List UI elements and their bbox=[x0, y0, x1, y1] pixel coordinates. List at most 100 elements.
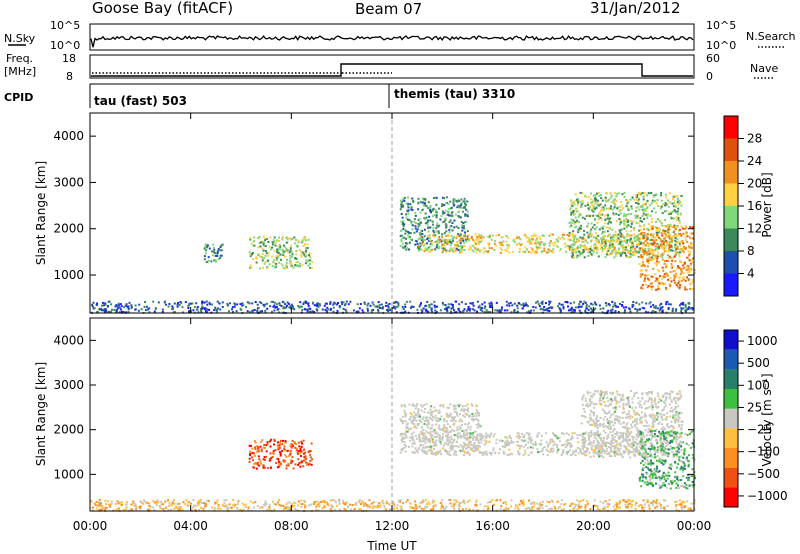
range-cell bbox=[622, 426, 625, 429]
range-cell bbox=[465, 220, 468, 223]
range-cell bbox=[107, 310, 110, 313]
range-cell bbox=[144, 309, 147, 312]
range-cell bbox=[631, 240, 634, 243]
range-cell bbox=[591, 209, 594, 212]
range-cell bbox=[607, 303, 610, 305]
range-cell bbox=[445, 196, 448, 199]
range-cell bbox=[458, 206, 461, 209]
range-cell bbox=[614, 230, 617, 233]
range-cell bbox=[460, 247, 463, 250]
range-cell bbox=[400, 420, 403, 423]
range-cell bbox=[615, 433, 618, 436]
range-cell bbox=[673, 199, 676, 202]
range-cell bbox=[459, 444, 462, 447]
range-cell bbox=[414, 227, 417, 230]
range-cell bbox=[452, 199, 455, 202]
range-cell bbox=[422, 238, 425, 241]
range-cell bbox=[466, 215, 469, 218]
range-cell bbox=[673, 420, 676, 423]
range-cell bbox=[233, 302, 236, 305]
range-cell bbox=[635, 420, 638, 423]
range-cell bbox=[613, 449, 616, 452]
range-cell bbox=[424, 212, 427, 215]
range-cell bbox=[414, 416, 417, 419]
range-cell bbox=[605, 207, 608, 210]
range-cell bbox=[452, 250, 455, 253]
range-cell bbox=[665, 259, 668, 262]
range-cell bbox=[418, 438, 421, 441]
range-cell bbox=[625, 199, 628, 201]
range-cell bbox=[636, 308, 639, 311]
range-cell bbox=[479, 435, 482, 438]
range-cell bbox=[284, 255, 287, 258]
range-cell bbox=[552, 447, 555, 450]
range-cell bbox=[240, 308, 243, 311]
range-cell bbox=[644, 239, 647, 242]
range-cell bbox=[403, 403, 406, 406]
range-cell bbox=[655, 228, 658, 231]
range-cell bbox=[402, 227, 405, 230]
range-cell bbox=[428, 304, 431, 306]
range-cell bbox=[278, 236, 280, 239]
range-cell bbox=[593, 194, 595, 197]
range-cell bbox=[572, 233, 575, 236]
range-cell bbox=[405, 216, 408, 219]
range-cell bbox=[614, 310, 617, 312]
range-cell bbox=[674, 239, 677, 242]
range-cell bbox=[418, 218, 421, 220]
range-cell bbox=[422, 437, 425, 440]
range-cell bbox=[653, 306, 656, 309]
range-cell bbox=[602, 208, 605, 211]
range-cell bbox=[444, 448, 447, 451]
range-cell bbox=[684, 288, 687, 291]
range-cell bbox=[636, 198, 639, 201]
range-cell bbox=[277, 245, 280, 248]
range-cell bbox=[435, 423, 438, 426]
range-cell bbox=[385, 301, 388, 304]
range-cell bbox=[300, 461, 303, 464]
range-cell bbox=[92, 301, 95, 304]
range-cell bbox=[484, 250, 487, 253]
range-cell bbox=[213, 259, 216, 262]
range-cell bbox=[680, 234, 683, 237]
range-cell bbox=[402, 246, 405, 249]
range-cell bbox=[674, 233, 677, 236]
range-cell bbox=[642, 434, 645, 437]
range-cell bbox=[290, 265, 293, 268]
range-cell bbox=[464, 231, 467, 234]
range-cell bbox=[592, 209, 595, 212]
range-cell bbox=[449, 441, 452, 444]
range-cell bbox=[411, 435, 414, 438]
range-cell bbox=[448, 450, 451, 453]
range-cell bbox=[329, 301, 332, 304]
range-cell bbox=[618, 453, 621, 456]
range-cell bbox=[622, 207, 625, 210]
range-cell bbox=[591, 395, 594, 398]
range-cell bbox=[688, 271, 691, 274]
range-cell bbox=[645, 269, 648, 272]
range-cell bbox=[530, 234, 533, 237]
range-cell bbox=[422, 416, 425, 419]
range-cell bbox=[263, 443, 266, 446]
range-cell bbox=[662, 242, 665, 245]
range-cell bbox=[573, 301, 576, 304]
range-cell bbox=[645, 453, 648, 456]
range-cell bbox=[535, 243, 538, 246]
range-cell bbox=[660, 205, 663, 208]
range-cell bbox=[412, 415, 415, 418]
range-cell bbox=[296, 261, 299, 263]
range-cell bbox=[687, 307, 690, 310]
range-cell bbox=[592, 439, 595, 442]
range-cell bbox=[457, 432, 459, 435]
range-cell bbox=[582, 452, 585, 455]
range-cell bbox=[596, 201, 599, 204]
range-cell bbox=[289, 453, 292, 456]
range-cell bbox=[657, 247, 660, 250]
range-cell bbox=[260, 257, 263, 260]
range-cell bbox=[479, 308, 482, 311]
range-cell bbox=[627, 256, 630, 259]
range-cell bbox=[640, 406, 643, 409]
range-cell bbox=[269, 459, 272, 462]
range-cell bbox=[650, 285, 653, 288]
range-cell bbox=[413, 231, 416, 234]
